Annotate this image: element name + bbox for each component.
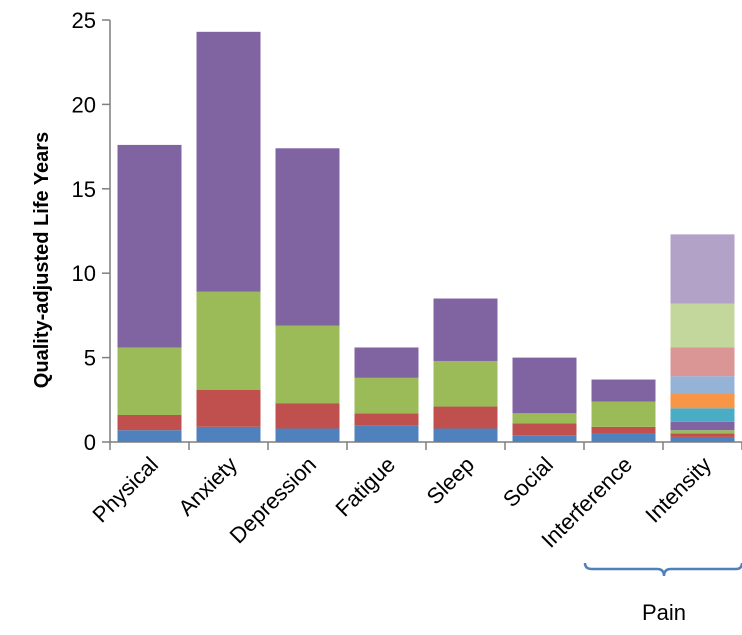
x-tick-label-fatigue: Fatigue bbox=[330, 452, 400, 522]
bar-segment-interference-1 bbox=[591, 433, 656, 442]
bar-segment-intensity-4 bbox=[670, 421, 735, 431]
bar-segment-depression-4 bbox=[275, 148, 340, 326]
group-brace bbox=[583, 562, 742, 577]
y-axis-label: Quality-adjusted Life Years bbox=[31, 132, 53, 388]
bar-segment-sleep-4 bbox=[433, 298, 498, 361]
bars bbox=[117, 31, 735, 442]
bar-segment-interference-3 bbox=[591, 401, 656, 427]
x-tick-label-anxiety: Anxiety bbox=[173, 452, 242, 521]
bar-segment-sleep-3 bbox=[433, 360, 498, 407]
y-tick-label: 25 bbox=[72, 8, 96, 33]
bar-segment-depression-3 bbox=[275, 325, 340, 404]
bar-segment-intensity-3 bbox=[670, 430, 735, 434]
bar-segment-physical-3 bbox=[117, 347, 182, 415]
bar-segment-intensity-1 bbox=[670, 436, 735, 442]
bar-segment-interference-4 bbox=[591, 379, 656, 402]
bar-segment-anxiety-2 bbox=[196, 389, 261, 427]
bar-segment-social-2 bbox=[512, 423, 577, 436]
bar-segment-physical-1 bbox=[117, 430, 182, 442]
bar-segment-intensity-8 bbox=[670, 347, 735, 377]
bar-segment-anxiety-1 bbox=[196, 426, 261, 442]
bar-segment-depression-2 bbox=[275, 403, 340, 429]
bar-segment-intensity-10 bbox=[670, 234, 735, 304]
bar-segment-social-1 bbox=[512, 435, 577, 442]
bar-segment-intensity-5 bbox=[670, 408, 735, 422]
y-tick-label: 15 bbox=[72, 177, 96, 202]
bar-segment-sleep-1 bbox=[433, 428, 498, 442]
bar-segment-intensity-9 bbox=[670, 303, 735, 348]
y-tick-label: 20 bbox=[72, 92, 96, 117]
bar-segment-fatigue-4 bbox=[354, 347, 419, 378]
bar-segment-intensity-2 bbox=[670, 433, 735, 437]
y-tick-label: 5 bbox=[84, 346, 96, 371]
x-tick-label-physical: Physical bbox=[87, 452, 163, 528]
bar-segment-physical-2 bbox=[117, 414, 182, 431]
bar-segment-anxiety-4 bbox=[196, 31, 261, 292]
y-tick-label: 0 bbox=[84, 430, 96, 455]
bar-segment-depression-1 bbox=[275, 428, 340, 442]
group-label-pain: Pain bbox=[642, 600, 686, 625]
bar-segment-intensity-7 bbox=[670, 376, 735, 394]
bar-segment-sleep-2 bbox=[433, 406, 498, 429]
bar-segment-physical-4 bbox=[117, 144, 182, 348]
y-tick-label: 10 bbox=[72, 261, 96, 286]
x-tick-label-sleep: Sleep bbox=[422, 452, 479, 509]
bar-segment-social-4 bbox=[512, 357, 577, 414]
bar-segment-interference-2 bbox=[591, 426, 656, 434]
x-tick-label-intensity: Intensity bbox=[640, 452, 716, 528]
bar-segment-anxiety-3 bbox=[196, 291, 261, 390]
bar-segment-fatigue-3 bbox=[354, 377, 419, 414]
bar-segment-fatigue-2 bbox=[354, 413, 419, 426]
bar-segment-fatigue-1 bbox=[354, 425, 419, 442]
x-tick-label-depression: Depression bbox=[225, 452, 321, 548]
bar-segment-intensity-6 bbox=[670, 393, 735, 409]
x-tick-label-social: Social bbox=[498, 452, 558, 512]
bar-segment-social-3 bbox=[512, 413, 577, 424]
